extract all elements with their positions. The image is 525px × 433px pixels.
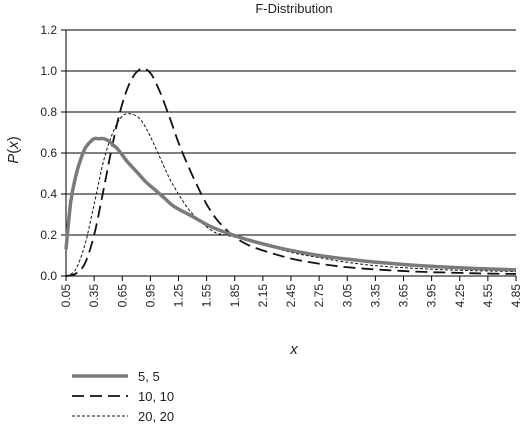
y-axis-label: P(x) — [5, 136, 22, 164]
x-tick-label: 2.15 — [256, 284, 270, 308]
x-tick-label: 2.75 — [312, 284, 326, 308]
chart-title: F-Distribution — [255, 1, 332, 16]
grid — [66, 29, 516, 236]
x-tick-label: 4.85 — [509, 284, 523, 308]
x-axis-label: x — [289, 341, 298, 358]
series-lines — [64, 67, 517, 277]
legend-label: 20, 20 — [138, 409, 174, 424]
legend-label: 5, 5 — [138, 369, 160, 384]
y-tick-label: 0.6 — [40, 146, 57, 160]
y-tick-label: 0.4 — [40, 187, 57, 201]
x-tick-label: 1.55 — [200, 284, 214, 308]
x-tick-label: 1.85 — [228, 284, 242, 308]
x-tick-label: 3.35 — [368, 284, 382, 308]
x-tick-label: 0.35 — [87, 284, 101, 308]
x-tick-label: 3.95 — [425, 284, 439, 308]
axes: 0.0 0.2 0.4 0.6 0.8 1.0 1.2 0.05 0.35 0.65 0.95 1.2… — [40, 23, 523, 307]
x-tick-label: 0.05 — [59, 284, 73, 308]
x-tick-label: 3.05 — [340, 284, 354, 308]
legend-label: 10, 10 — [138, 389, 174, 404]
series-line-10-10 — [65, 67, 517, 277]
y-tick-label: 0.2 — [40, 228, 57, 242]
x-tick-label: 0.65 — [115, 284, 129, 308]
series-line-20-20 — [65, 113, 517, 277]
x-tick-label: 0.95 — [143, 284, 157, 308]
x-tick-label: 1.25 — [172, 284, 186, 308]
x-tick-label: 4.55 — [481, 284, 495, 308]
series-line-5-5 — [64, 136, 517, 272]
y-tick-label: 0.0 — [40, 269, 57, 283]
legend: 5, 5 10, 10 20, 20 — [72, 369, 174, 424]
x-tick-label: 2.45 — [284, 284, 298, 308]
x-tick-label: 4.25 — [453, 284, 467, 308]
y-tick-label: 0.8 — [40, 105, 57, 119]
y-tick-label: 1.0 — [40, 64, 57, 78]
y-tick-label: 1.2 — [40, 23, 57, 37]
x-tick-label: 3.65 — [397, 284, 411, 308]
